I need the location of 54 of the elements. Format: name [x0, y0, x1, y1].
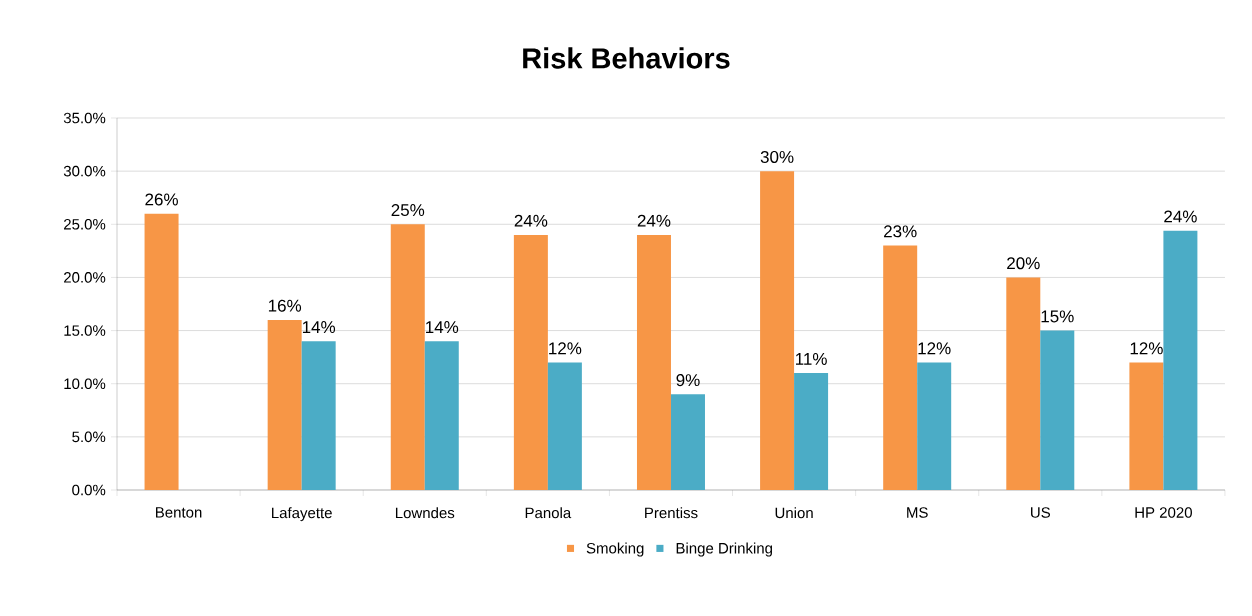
data-label: 14% — [426, 321, 459, 333]
bar — [1006, 277, 1041, 490]
data-label: 24% — [637, 214, 671, 227]
data-label: 12% — [1130, 342, 1163, 355]
data-label: 16% — [268, 299, 302, 312]
data-label: 12% — [549, 342, 582, 355]
bar — [670, 394, 705, 490]
bar — [760, 171, 795, 490]
data-label: 24% — [1164, 210, 1197, 223]
bar — [513, 234, 548, 490]
data-label: 20% — [1007, 257, 1040, 270]
bar — [547, 362, 582, 490]
x-tick-label: Lafayette — [272, 507, 332, 522]
bar — [1163, 230, 1198, 490]
y-tick-label: 10.0% — [64, 378, 106, 390]
x-tick-label: Union — [775, 507, 813, 519]
x-tick-label: Benton — [156, 507, 202, 518]
y-tick-label: 20.0% — [64, 272, 106, 283]
chart-title: Risk Behaviors — [523, 47, 730, 69]
data-label: 30% — [760, 150, 794, 163]
x-tick-label: MS — [907, 507, 928, 518]
bar — [794, 373, 829, 490]
data-label: 23% — [884, 225, 917, 238]
x-tick-label: HP 2020 — [1135, 507, 1192, 518]
bar — [390, 224, 425, 490]
x-tick-label: Panola — [525, 507, 572, 519]
y-tick-label: 30.0% — [63, 165, 106, 177]
data-label: 26% — [145, 193, 178, 206]
y-tick-label: 0.0% — [72, 484, 106, 496]
data-label: 14% — [302, 321, 336, 333]
y-tick-label: 25.0% — [64, 218, 106, 230]
x-tick-label: Prentiss — [645, 507, 698, 519]
bar — [267, 319, 302, 490]
bar — [301, 341, 336, 490]
data-label: 9% — [676, 374, 700, 387]
bar — [1040, 330, 1075, 490]
data-label: 25% — [391, 204, 425, 217]
bar — [144, 213, 179, 490]
legend-label: Binge Drinking — [676, 542, 773, 557]
bar — [424, 341, 459, 490]
y-tick-label: 5.0% — [72, 431, 106, 443]
bar — [917, 362, 952, 490]
bar — [1129, 362, 1164, 490]
x-tick-label: Lowndes — [395, 507, 455, 519]
legend-label: Smoking — [586, 542, 644, 557]
x-tick-label: US — [1031, 507, 1051, 518]
data-label: 11% — [796, 352, 827, 365]
y-tick-label: 35.0% — [63, 112, 106, 124]
bar — [636, 234, 671, 490]
bar — [883, 245, 918, 490]
y-tick-label: 15.0% — [64, 325, 106, 336]
data-label: 15% — [1041, 310, 1074, 323]
data-label: 12% — [918, 342, 951, 355]
data-label: 24% — [514, 214, 548, 227]
